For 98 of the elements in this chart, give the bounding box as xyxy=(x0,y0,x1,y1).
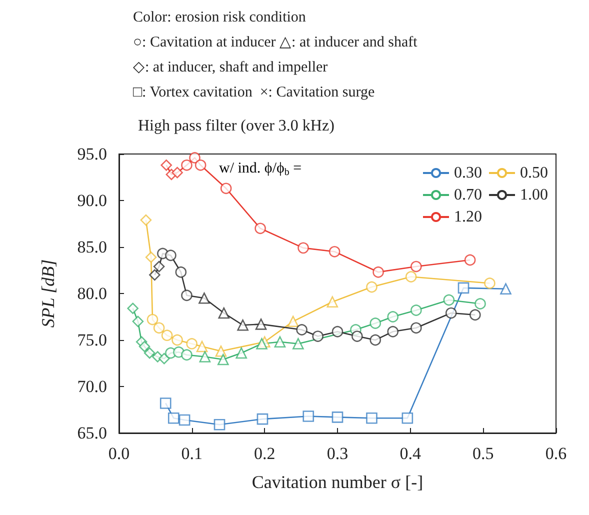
point xyxy=(366,281,378,293)
point xyxy=(312,330,324,342)
x-tick-label: 0.6 xyxy=(545,444,567,463)
text: Color: erosion risk condition xyxy=(133,10,306,26)
point xyxy=(370,334,382,346)
point xyxy=(500,283,512,294)
point xyxy=(160,160,172,171)
point xyxy=(298,242,309,254)
point xyxy=(132,316,144,328)
x-tick-label: 0.3 xyxy=(326,444,348,463)
point xyxy=(256,413,268,425)
point xyxy=(387,311,399,322)
point xyxy=(387,326,399,338)
y-tick-label: 75.0 xyxy=(77,330,107,350)
point xyxy=(165,250,176,262)
point xyxy=(402,412,414,424)
x-tick-label: 0.1 xyxy=(181,444,202,463)
point xyxy=(149,269,160,281)
text: ○: Cavitation at inducer △: at inducer and shaft xyxy=(133,34,418,50)
point xyxy=(218,307,230,319)
legend-label: 1.20 xyxy=(454,208,482,226)
point xyxy=(153,322,165,334)
x-tick-label: 0.0 xyxy=(108,444,130,463)
point xyxy=(218,354,229,366)
point xyxy=(172,166,183,178)
point xyxy=(255,318,267,330)
x-axis-title: Cavitation number σ [-] xyxy=(252,472,424,492)
point xyxy=(484,278,496,289)
point xyxy=(175,266,187,278)
point xyxy=(161,330,173,341)
x-tick-label: 0.4 xyxy=(400,444,422,463)
x-tick-label: 0.2 xyxy=(254,444,276,463)
y-tick-label: 80.0 xyxy=(77,284,107,303)
x-tick-label: 0.5 xyxy=(472,444,494,463)
point xyxy=(181,349,192,361)
text: □: Vortex cavitation ×: Cavitation surge xyxy=(133,84,375,100)
point xyxy=(470,309,481,321)
point xyxy=(181,160,192,171)
point xyxy=(445,307,457,319)
point xyxy=(405,271,417,282)
point xyxy=(140,214,152,226)
point xyxy=(194,160,206,171)
point xyxy=(328,246,340,258)
point xyxy=(158,352,170,364)
point xyxy=(443,294,455,306)
point xyxy=(326,296,338,308)
point xyxy=(256,338,268,350)
point xyxy=(274,336,286,348)
point xyxy=(198,292,210,304)
point xyxy=(410,260,422,272)
point xyxy=(199,351,211,362)
chart-title: High pass filter (over 3.0 kHz) xyxy=(138,118,334,134)
point xyxy=(181,290,192,302)
point xyxy=(168,412,180,424)
point xyxy=(172,334,183,346)
point xyxy=(196,340,208,352)
legend-label: 0.70 xyxy=(454,186,482,204)
point xyxy=(372,266,384,278)
legend-label: 0.50 xyxy=(520,164,548,182)
point xyxy=(160,398,172,409)
text: ◇: at inducer, shaft and impeller xyxy=(133,60,328,76)
point xyxy=(370,318,382,329)
legend-label: 0.30 xyxy=(454,164,482,182)
y-tick-label: 65.0 xyxy=(77,424,107,442)
point xyxy=(296,324,308,336)
point xyxy=(153,260,165,272)
point xyxy=(146,314,158,326)
point xyxy=(144,347,156,359)
legend-label: 1.00 xyxy=(520,186,548,204)
point xyxy=(410,322,422,334)
point xyxy=(186,338,198,350)
point xyxy=(254,222,266,234)
point xyxy=(236,347,248,359)
point xyxy=(474,298,486,310)
point xyxy=(292,338,304,350)
point xyxy=(127,302,138,314)
point xyxy=(178,414,190,426)
point xyxy=(410,304,422,316)
y-tick-label: 70.0 xyxy=(77,377,107,396)
point xyxy=(138,340,150,352)
y-tick-label: 85.0 xyxy=(77,238,107,256)
point xyxy=(458,282,470,294)
point xyxy=(189,152,200,164)
point xyxy=(366,412,378,424)
point xyxy=(352,330,363,342)
point xyxy=(214,418,226,430)
point xyxy=(145,252,157,263)
point xyxy=(332,412,344,423)
y-axis-title: SPL [dB] xyxy=(38,259,58,328)
point xyxy=(464,254,476,266)
point xyxy=(287,316,299,328)
y-tick-label: 90.0 xyxy=(77,191,107,210)
point xyxy=(332,326,344,338)
point xyxy=(302,410,314,422)
y-tick-label: 95.0 xyxy=(77,144,107,164)
point xyxy=(215,346,227,357)
point xyxy=(220,182,232,194)
point xyxy=(237,319,248,331)
